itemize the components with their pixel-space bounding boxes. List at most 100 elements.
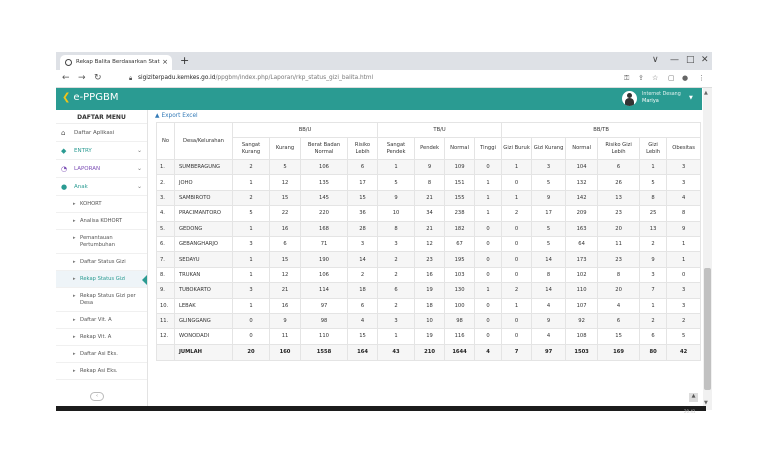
total-value: 20 — [232, 343, 270, 361]
reload-icon[interactable]: ↻ — [94, 73, 102, 83]
key-icon[interactable]: ⚿ — [624, 74, 630, 82]
app-header: ❮ e-PPGBM Internet Desang Mariya ▼ — [56, 88, 702, 110]
cell-value: 23 — [597, 205, 641, 222]
home-icon: ⌂ — [61, 129, 66, 137]
forward-icon[interactable]: → — [78, 73, 86, 83]
tab-close-icon[interactable]: × — [162, 58, 168, 66]
cell-value: 106 — [300, 158, 348, 176]
new-tab-button[interactable]: + — [180, 54, 190, 67]
cell-desa: GLINGGANG — [174, 312, 233, 330]
sidebar-toggle-icon[interactable]: ❮ — [62, 92, 71, 103]
sidebar-subitem-daftar-asi[interactable]: ▸ Daftar Asi Eks. — [56, 346, 147, 364]
col-header: Risiko Gizi Lebih — [597, 137, 641, 160]
total-value: 169 — [597, 343, 641, 361]
cell-no: 4. — [156, 205, 175, 222]
cell-value: 3 — [639, 266, 668, 284]
cell-value: 1 — [501, 158, 533, 176]
cell-value: 190 — [300, 251, 348, 268]
page-scrollbar[interactable]: ▲ ▼ — [703, 88, 712, 410]
bookmark-star-icon[interactable]: ☆ — [652, 74, 659, 82]
close-window-button[interactable]: ✕ — [701, 55, 709, 65]
sidebar-subitem-rekap-asi[interactable]: ▸ Rekap Asi Eks. — [56, 363, 147, 381]
col-header: Gizi Lebih — [639, 137, 668, 160]
cell-value: 3 — [666, 174, 702, 191]
cell-value: 2 — [666, 312, 702, 330]
cell-no: 1. — [156, 158, 175, 176]
sidebar-item-anak[interactable]: ● Anak ⌄ — [56, 178, 147, 196]
cell-value: 16 — [269, 220, 301, 237]
scroll-top-button[interactable]: ▲ — [689, 393, 698, 402]
maximize-button[interactable]: □ — [686, 55, 695, 65]
browser-window: Rekap Balita Berdasarkan Stat × + ∨ — □ … — [56, 52, 712, 410]
cell-value: 1 — [377, 158, 416, 176]
brand-logo[interactable]: ❮ e-PPGBM — [62, 92, 118, 103]
cell-value: 4 — [346, 312, 379, 330]
cell-value: 34 — [414, 205, 446, 222]
sidebar-subitem-kohort[interactable]: ▸ KOHORT — [56, 196, 147, 214]
sidebar-subitem-daftar-status-gizi[interactable]: ▸ Daftar Status Gizi — [56, 254, 147, 272]
cell-value: 163 — [565, 220, 599, 237]
cell-value: 1 — [474, 189, 503, 207]
sidebar-item-label: LAPORAN — [74, 166, 101, 172]
cell-no: 12. — [156, 328, 175, 345]
table-row: 5. GEDONG 1 16 168 28 8 21 182 0 0 5 163 20 13 9 — [156, 220, 702, 237]
cell-value: 2 — [232, 158, 270, 176]
total-value: 42 — [666, 343, 702, 361]
cell-value: 8 — [414, 174, 446, 191]
sidebar-subitem-daftar-vit-a[interactable]: ▸ Daftar Vit. A — [56, 312, 147, 330]
cell-value: 3 — [666, 282, 702, 299]
tab-search-icon[interactable]: ∨ — [652, 55, 659, 65]
cell-value: 0 — [474, 312, 503, 330]
circle-icon: ● — [61, 183, 68, 191]
total-value: 4 — [474, 343, 503, 361]
sidebar-subitem-analisa-kohort[interactable]: ▸ Analisa KOHORT — [56, 213, 147, 231]
col-header: Tinggi — [474, 137, 503, 160]
menu-dots-icon[interactable]: ⋮ — [698, 74, 705, 82]
cell-value: 2 — [501, 282, 533, 299]
sidebar-title: DAFTAR MENU — [56, 110, 147, 124]
cell-value: 116 — [444, 328, 476, 345]
sidebar-subitem-rekap-per-desa[interactable]: ▸ Rekap Status Gizi per Desa — [56, 288, 147, 313]
scroll-up-icon[interactable]: ▲ — [704, 90, 708, 96]
sidebar-subitem-rekap-status-gizi[interactable]: ▸ Rekap Status Gizi — [56, 271, 147, 289]
cell-value: 9 — [666, 220, 702, 237]
user-menu[interactable]: Internet Desang Mariya ▼ — [622, 91, 698, 108]
cell-no: 3. — [156, 189, 175, 207]
cell-value: 8 — [531, 266, 567, 284]
table-body: 1. SUMBERAGUNG 2 5 106 6 1 9 109 0 1 3 104 6 1 3 2. JOHO 1… — [156, 158, 702, 361]
sidepanel-icon[interactable]: ▢ — [668, 74, 675, 82]
cell-value: 9 — [531, 312, 567, 330]
cell-value: 0 — [474, 235, 503, 253]
back-icon[interactable]: ← — [62, 73, 70, 83]
table-row: 3. SAMBIROTO 2 15 145 15 9 21 155 1 1 9 142 13 8 4 — [156, 189, 702, 207]
table-row: 9. TUBOKARTO 3 21 114 18 6 19 130 1 2 14 110 20 7 3 — [156, 282, 702, 299]
table-row: 8. TRUKAN 1 12 106 2 2 16 103 0 0 8 102 8 3 0 — [156, 266, 702, 284]
sidebar-item-entry[interactable]: ◆ ENTRY ⌄ — [56, 142, 147, 160]
cell-value: 109 — [444, 158, 476, 176]
extension-icon[interactable]: ● — [682, 74, 689, 82]
sidebar-subitem-rekap-vit-a[interactable]: ▸ Rekap Vit. A — [56, 329, 147, 347]
cell-desa: WONODADI — [174, 328, 233, 345]
cell-no: 6. — [156, 235, 175, 253]
browser-tab[interactable]: Rekap Balita Berdasarkan Stat × — [60, 55, 172, 70]
main-content: ▲ Export Excel No Desa/Kelurahan BB/U TB/… — [149, 110, 702, 406]
share-icon[interactable]: ⇪ — [638, 74, 644, 82]
cell-desa: GEBANGHARJO — [174, 235, 233, 253]
sidebar-collapse-icon[interactable]: ‹ — [90, 392, 104, 401]
user-role: Internet Desang — [642, 92, 681, 97]
scrollbar-thumb[interactable] — [704, 268, 711, 390]
cell-value: 5 — [531, 174, 567, 191]
cell-value: 220 — [300, 205, 348, 222]
cell-value: 2 — [639, 235, 668, 253]
total-value: 97 — [531, 343, 567, 361]
url-input[interactable]: 🔒︎ sigiziterpadu.kemkes.go.id/ppgbm/inde… — [128, 73, 598, 85]
sidebar-subitem-pemantauan[interactable]: ▸ Pemantauan Pertumbuhan — [56, 230, 147, 255]
minimize-button[interactable]: — — [670, 55, 679, 65]
cell-no: 8. — [156, 266, 175, 284]
cell-empty — [156, 343, 175, 361]
export-excel-link[interactable]: ▲ Export Excel — [155, 113, 198, 119]
sidebar-item-laporan[interactable]: ◔ LAPORAN ⌄ — [56, 160, 147, 178]
sidebar-item-daftar-aplikasi[interactable]: ⌂ Daftar Aplikasi — [56, 124, 147, 142]
table-row: 7. SEDAYU 1 15 190 14 2 23 195 0 0 14 173 23 9 1 — [156, 251, 702, 268]
scroll-down-icon[interactable]: ▼ — [704, 400, 708, 406]
